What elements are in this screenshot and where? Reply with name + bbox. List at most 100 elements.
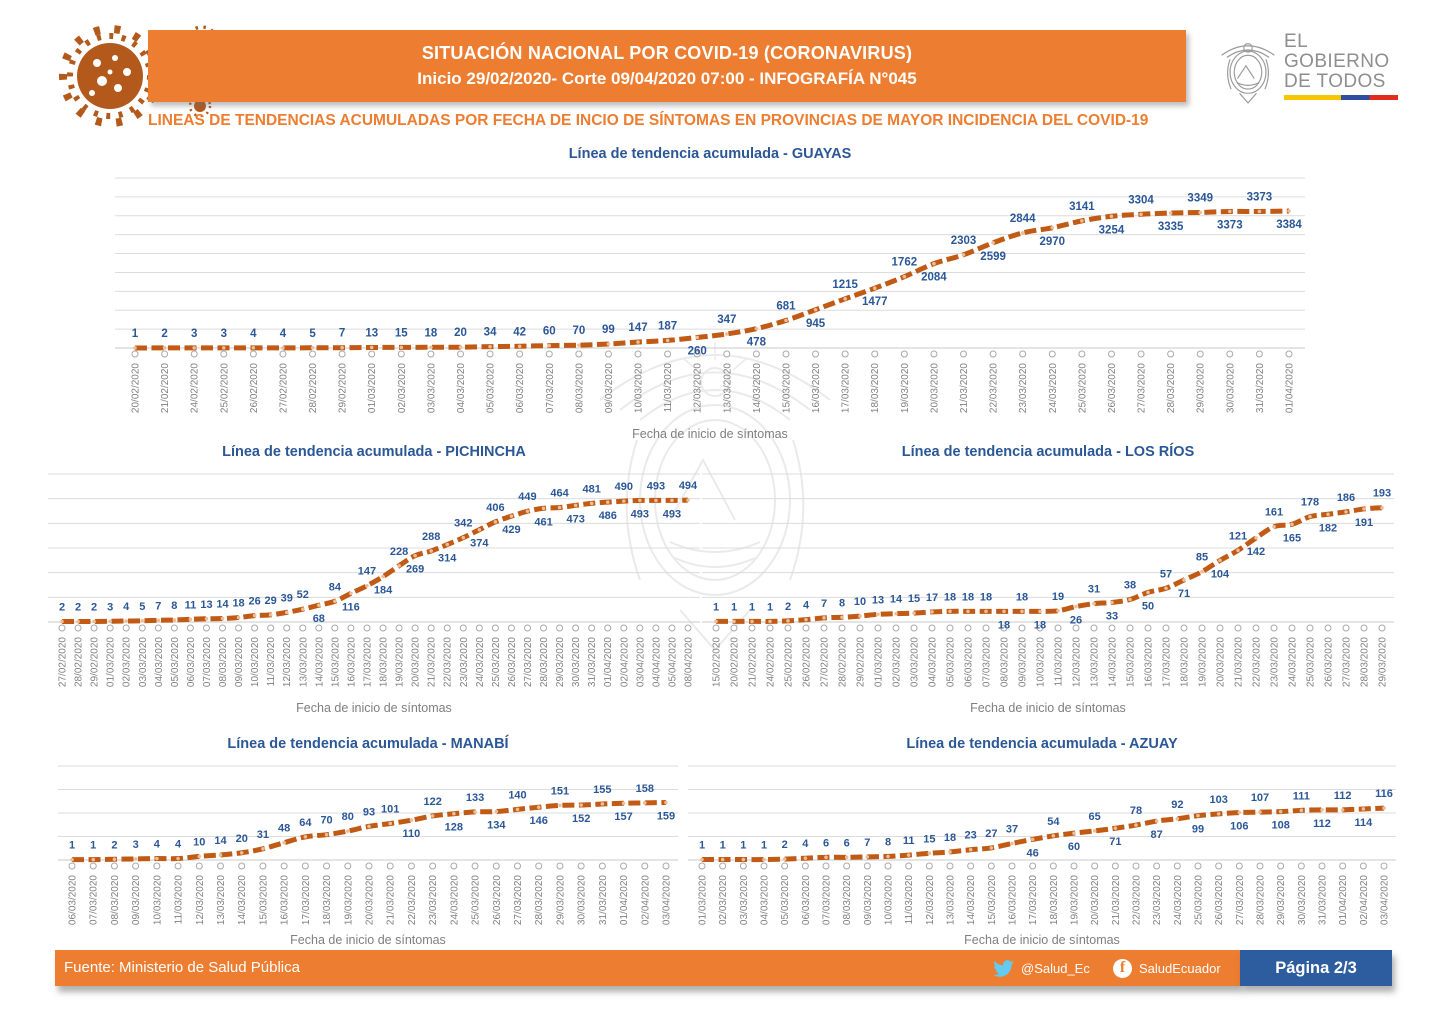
svg-text:22/03/2020: 22/03/2020 xyxy=(1132,875,1143,925)
twitter-text: @Salud_Ec xyxy=(1021,960,1090,976)
value-labels: 1 1 1 1 2 4 7 8 10 13 14 15 17 18 18 181818181926313338… xyxy=(713,488,1391,632)
svg-text:681: 681 xyxy=(776,300,796,312)
svg-text:13: 13 xyxy=(200,599,212,611)
svg-text:02/04/2020: 02/04/2020 xyxy=(1359,875,1370,925)
svg-text:17: 17 xyxy=(926,592,938,604)
svg-text:02/03/2020: 02/03/2020 xyxy=(892,637,903,687)
svg-text:116: 116 xyxy=(1375,788,1393,800)
svg-text:71: 71 xyxy=(1178,588,1190,600)
svg-text:26/03/2020: 26/03/2020 xyxy=(492,875,503,925)
svg-text:26: 26 xyxy=(1070,615,1082,627)
svg-text:101: 101 xyxy=(381,803,399,815)
svg-text:42: 42 xyxy=(513,326,526,338)
svg-text:15/02/2020: 15/02/2020 xyxy=(712,637,723,687)
svg-text:23/03/2020: 23/03/2020 xyxy=(1018,363,1029,413)
svg-text:25/02/2020: 25/02/2020 xyxy=(219,363,230,413)
svg-text:1: 1 xyxy=(749,601,755,613)
svg-text:30/03/2020: 30/03/2020 xyxy=(571,637,582,687)
svg-text:2: 2 xyxy=(91,602,97,614)
svg-text:20/03/2020: 20/03/2020 xyxy=(929,363,940,413)
svg-text:07/03/2020: 07/03/2020 xyxy=(89,875,100,925)
svg-text:15/03/2020: 15/03/2020 xyxy=(330,637,341,687)
svg-text:09/03/2020: 09/03/2020 xyxy=(234,637,245,687)
ecuador-coat-of-arms-icon xyxy=(1221,43,1275,104)
svg-text:182: 182 xyxy=(1319,522,1337,534)
svg-text:18/03/2020: 18/03/2020 xyxy=(1180,637,1191,687)
svg-text:26/02/2020: 26/02/2020 xyxy=(802,637,813,687)
trend-line xyxy=(702,805,1385,863)
baseline-markers xyxy=(131,350,1293,358)
svg-text:22/03/2020: 22/03/2020 xyxy=(989,363,1000,413)
svg-text:08/04/2020: 08/04/2020 xyxy=(684,637,695,687)
svg-text:14: 14 xyxy=(216,599,229,611)
svg-text:12/03/2020: 12/03/2020 xyxy=(925,875,936,925)
svg-text:1215: 1215 xyxy=(832,279,858,291)
svg-text:29/03/2020: 29/03/2020 xyxy=(555,637,566,687)
svg-text:104: 104 xyxy=(1211,568,1230,580)
svg-text:19/03/2020: 19/03/2020 xyxy=(1070,875,1081,925)
svg-text:18/03/2020: 18/03/2020 xyxy=(1049,875,1060,925)
chart-title: Línea de tendencia acumulada - GUAYAS xyxy=(568,146,852,162)
svg-text:03/03/2020: 03/03/2020 xyxy=(910,637,921,687)
grid-lines xyxy=(48,473,700,623)
logo-line-1: EL xyxy=(1284,31,1309,52)
svg-text:25/03/2020: 25/03/2020 xyxy=(1306,637,1317,687)
svg-text:26/03/2020: 26/03/2020 xyxy=(1107,363,1118,413)
svg-text:5: 5 xyxy=(139,601,145,613)
svg-text:21/03/2020: 21/03/2020 xyxy=(959,363,970,413)
svg-text:4: 4 xyxy=(175,839,182,851)
svg-text:52: 52 xyxy=(297,589,309,601)
svg-text:99: 99 xyxy=(1192,824,1204,836)
chart-canvas: 1 1 1 1 2 4 6 6 7 8 11 15 18 23 27 37465460657178879299… xyxy=(688,765,1396,925)
date-labels: 06/03/2020 07/03/2020 08/03/2020 09/03/2020… xyxy=(68,875,673,925)
svg-text:4: 4 xyxy=(123,601,130,613)
svg-text:158: 158 xyxy=(636,783,654,795)
svg-text:16/03/2020: 16/03/2020 xyxy=(1008,875,1019,925)
svg-text:02/04/2020: 02/04/2020 xyxy=(640,875,651,925)
svg-text:84: 84 xyxy=(329,581,342,593)
svg-text:146: 146 xyxy=(530,815,548,827)
svg-text:27/03/2020: 27/03/2020 xyxy=(1137,363,1148,413)
svg-text:3373: 3373 xyxy=(1247,191,1273,203)
svg-text:110: 110 xyxy=(403,828,421,840)
svg-text:93: 93 xyxy=(363,806,375,818)
svg-text:27/02/2020: 27/02/2020 xyxy=(820,637,831,687)
svg-text:478: 478 xyxy=(747,337,767,349)
svg-text:20/02/2020: 20/02/2020 xyxy=(131,363,142,413)
svg-text:157: 157 xyxy=(614,811,632,823)
svg-text:4: 4 xyxy=(802,838,809,850)
svg-text:28/03/2020: 28/03/2020 xyxy=(539,637,550,687)
svg-text:04/03/2020: 04/03/2020 xyxy=(456,363,467,413)
svg-text:269: 269 xyxy=(406,564,424,576)
svg-text:39: 39 xyxy=(281,592,293,604)
x-axis-label: Fecha de inicio de síntomas xyxy=(290,933,446,947)
svg-text:8: 8 xyxy=(885,836,891,848)
svg-text:04/03/2020: 04/03/2020 xyxy=(928,637,939,687)
svg-text:2970: 2970 xyxy=(1039,236,1065,248)
svg-text:155: 155 xyxy=(593,784,611,796)
svg-text:8: 8 xyxy=(171,600,177,612)
svg-text:18: 18 xyxy=(998,619,1010,631)
x-axis-label: Fecha de inicio de síntomas xyxy=(970,701,1126,715)
chart-canvas: 1 1 1 1 2 4 7 8 10 13 14 15 17 18 18 181818181926313338… xyxy=(702,473,1394,687)
svg-text:25/03/2020: 25/03/2020 xyxy=(1194,875,1205,925)
grid-lines xyxy=(702,473,1394,623)
svg-text:05/03/2020: 05/03/2020 xyxy=(170,637,181,687)
svg-text:08/03/2020: 08/03/2020 xyxy=(842,875,853,925)
header-title: SITUACIÓN NACIONAL POR COVID-19 (CORONAV… xyxy=(421,43,913,63)
svg-text:21/02/2020: 21/02/2020 xyxy=(748,637,759,687)
svg-text:57: 57 xyxy=(1160,568,1172,580)
point-markers xyxy=(700,806,1386,862)
date-labels: 15/02/2020 20/02/2020 21/02/2020 24/02/2020… xyxy=(712,637,1389,687)
source-text: Fuente: Ministerio de Salud Pública xyxy=(64,959,300,976)
svg-text:3335: 3335 xyxy=(1158,221,1184,233)
svg-text:178: 178 xyxy=(1301,497,1319,509)
grid-lines xyxy=(115,177,1305,349)
svg-text:37: 37 xyxy=(1006,823,1018,835)
svg-text:17/03/2020: 17/03/2020 xyxy=(362,637,373,687)
svg-text:10: 10 xyxy=(854,596,866,608)
svg-text:02/03/2020: 02/03/2020 xyxy=(397,363,408,413)
svg-text:12/03/2020: 12/03/2020 xyxy=(693,363,704,413)
svg-text:21/03/2020: 21/03/2020 xyxy=(386,875,397,925)
facebook-text: SaludEcuador xyxy=(1139,960,1221,976)
